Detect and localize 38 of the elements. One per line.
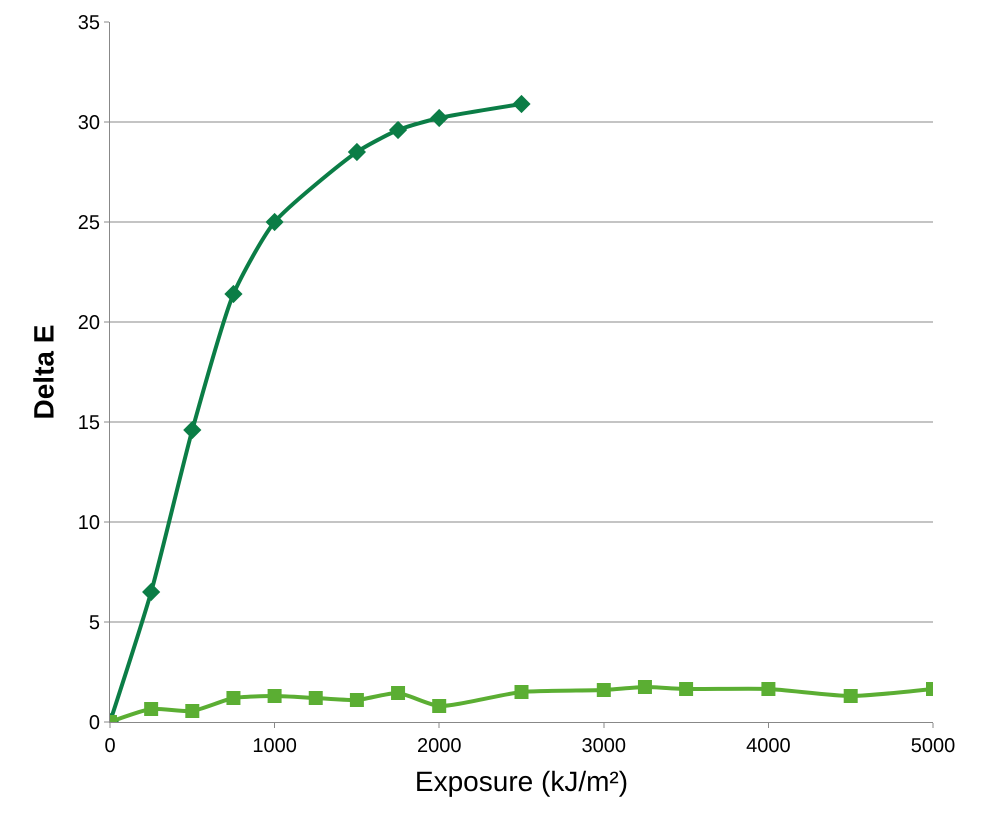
point	[266, 212, 284, 232]
point	[679, 682, 694, 696]
point	[514, 685, 528, 699]
point	[638, 680, 652, 694]
y-tick-label: 25	[78, 212, 100, 234]
point	[183, 420, 202, 440]
point	[348, 142, 366, 162]
y-tick-label: 5	[88, 612, 100, 634]
point	[430, 108, 448, 128]
point	[350, 693, 364, 707]
point	[226, 691, 240, 705]
point	[224, 284, 243, 304]
x-tick-label: 2000	[416, 735, 462, 757]
x-axis-title: Exposure (kJ/m²)	[414, 766, 628, 798]
y-tick-label: 20	[78, 312, 100, 334]
point	[512, 94, 531, 114]
x-tick-label: 3000	[582, 735, 626, 757]
x-tick-label: 5000	[910, 735, 956, 757]
y-tick-label: 15	[78, 412, 100, 434]
point	[185, 704, 200, 718]
point	[432, 699, 446, 713]
y-tick-label: 30	[78, 112, 100, 134]
point	[761, 682, 776, 696]
point	[142, 582, 160, 602]
point	[391, 686, 406, 700]
point	[144, 702, 158, 716]
x-tick-label: 1000	[252, 735, 297, 757]
y-axis-title: Delta E	[28, 324, 60, 420]
point	[268, 689, 282, 703]
y-tick-label: 0	[88, 712, 100, 734]
point	[844, 689, 858, 703]
y-tick-label: 10	[78, 512, 100, 534]
y-tick-label: 35	[78, 12, 100, 34]
point	[388, 120, 408, 140]
x-tick-label: 4000	[746, 735, 791, 757]
x-tick-label: 0	[104, 735, 116, 757]
point	[596, 683, 611, 697]
point	[308, 691, 323, 705]
